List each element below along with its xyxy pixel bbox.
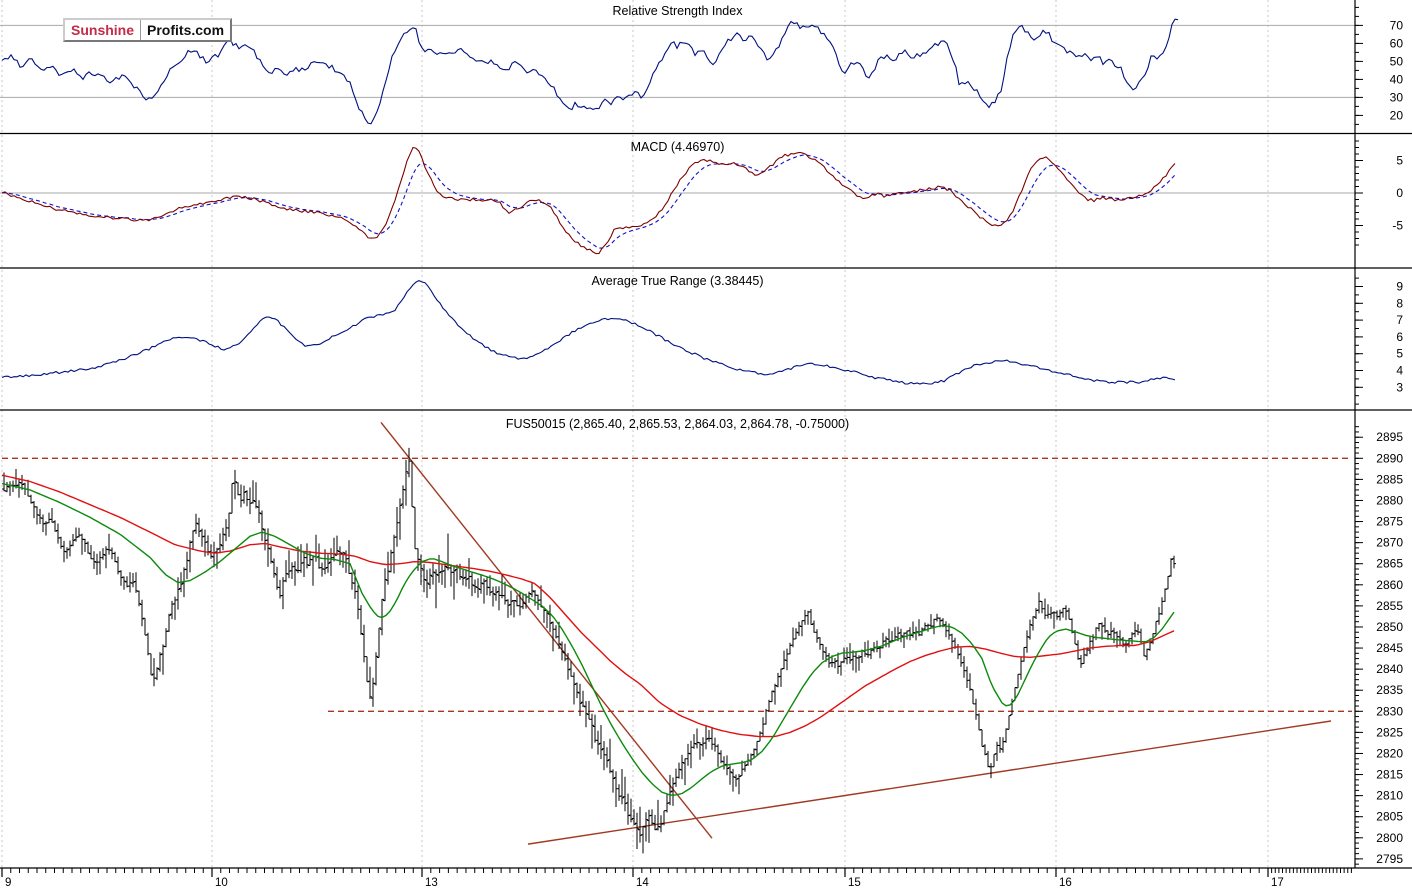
axis-label: 8: [1396, 296, 1403, 310]
macd-line: [1, 146, 1176, 255]
rising-trendline: [527, 720, 1332, 845]
day-label-9: 9: [5, 877, 11, 889]
day-label-17: 17: [1271, 877, 1284, 889]
axis-label: 2850: [1376, 620, 1403, 634]
axis-label: 2860: [1376, 578, 1403, 592]
axis-label: 70: [1390, 18, 1404, 32]
axis-label: 2845: [1376, 641, 1403, 655]
axis-label: 3: [1396, 380, 1403, 394]
axis-label: 2865: [1376, 557, 1403, 571]
rsi-line: [1, 18, 1179, 125]
axis-label: 2825: [1376, 725, 1403, 739]
axis-label: 2840: [1376, 662, 1403, 676]
falling-trendline: [380, 422, 713, 839]
axis-label: 2890: [1376, 451, 1403, 465]
axis-label: 2835: [1376, 683, 1403, 697]
macd-signal-line: [1, 154, 1176, 249]
axis-label: 60: [1390, 36, 1404, 50]
day-label-10: 10: [215, 877, 228, 889]
axis-label: 2880: [1376, 493, 1403, 507]
axis-label: 2855: [1376, 599, 1403, 613]
day-label-16: 16: [1059, 877, 1072, 889]
day-label-15: 15: [848, 877, 861, 889]
axis-label: 2810: [1376, 789, 1403, 803]
axis-label: 2875: [1376, 515, 1403, 529]
day-gridlines: [1, 0, 1269, 868]
axis-label: 30: [1390, 90, 1404, 104]
atr-line: [1, 279, 1176, 385]
axis-label: 2795: [1376, 852, 1403, 866]
atr-series: [1, 279, 1176, 385]
axis-label: 6: [1396, 330, 1403, 344]
price-series: [1, 422, 1352, 854]
logo-sunshine: Sunshine: [65, 20, 142, 40]
axis-label: 2820: [1376, 746, 1403, 760]
axis-label: 50: [1390, 54, 1404, 68]
axis-label: 5: [1396, 154, 1403, 168]
sunshine-profits-logo[interactable]: Sunshine Profits.com: [63, 18, 233, 42]
axis-label: 2805: [1376, 810, 1403, 824]
axis-label: 2885: [1376, 472, 1403, 486]
panel-series: [0, 18, 1355, 854]
axis-label: 4: [1396, 364, 1403, 378]
axis-label: 9: [1396, 280, 1403, 294]
axis-label: 5: [1396, 347, 1403, 361]
axis-label: 2870: [1376, 536, 1403, 550]
logo-profits: Profits.com: [147, 22, 225, 38]
axis-label: 20: [1390, 108, 1404, 122]
axis-label: 2830: [1376, 704, 1403, 718]
ma-fast-line: [1, 482, 1175, 796]
axis-label: 2815: [1376, 768, 1403, 782]
price-ohlc-bars: [2, 447, 1176, 854]
axis-label: 40: [1390, 72, 1404, 86]
axis-label: 2800: [1376, 831, 1403, 845]
axis-label: 2895: [1376, 430, 1403, 444]
axis-label: 0: [1396, 186, 1403, 200]
ma-slow-line: [1, 474, 1175, 738]
day-label-13: 13: [425, 877, 438, 889]
axis-label: 7: [1396, 313, 1403, 327]
day-label-14: 14: [636, 877, 649, 889]
axis-label: -5: [1392, 219, 1403, 233]
macd-series: [0, 146, 1355, 255]
